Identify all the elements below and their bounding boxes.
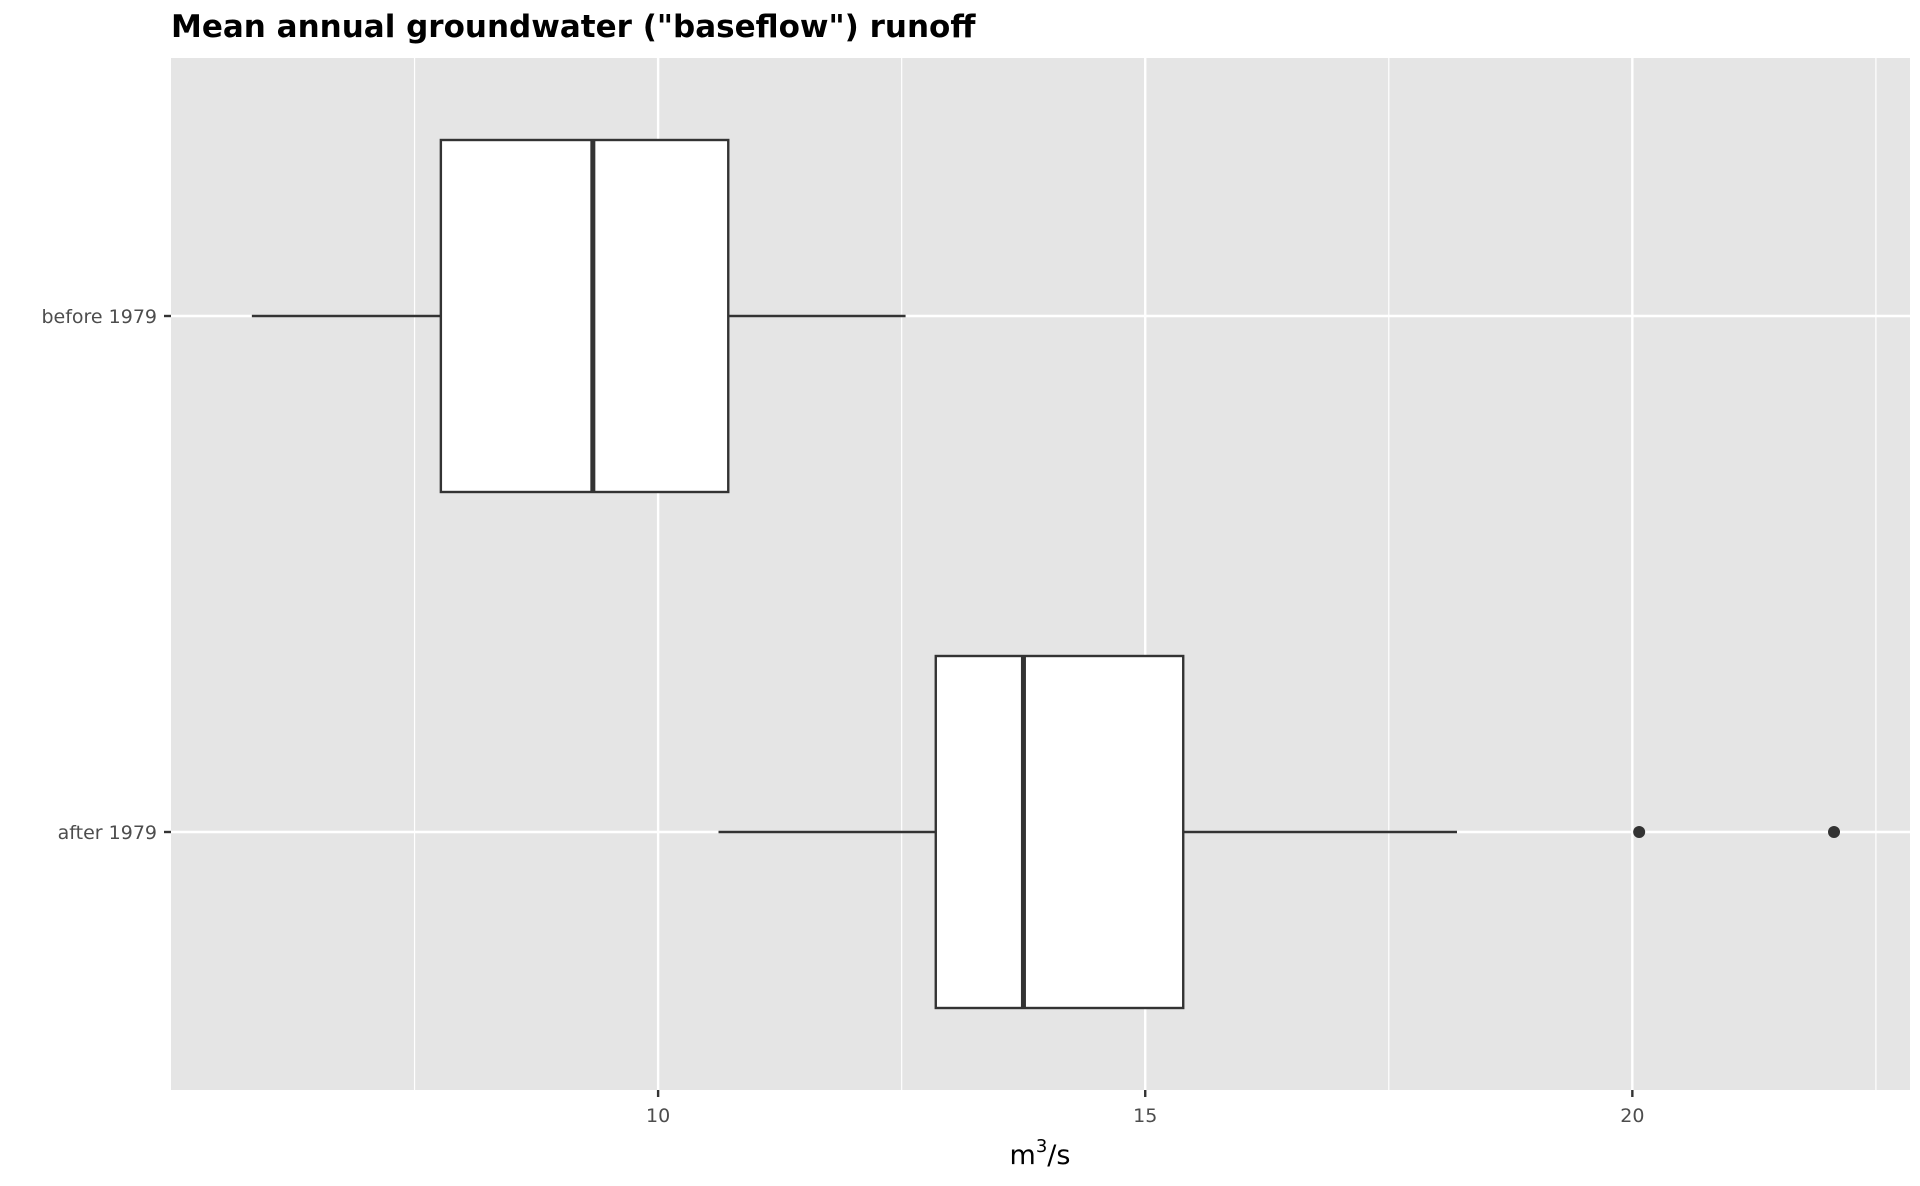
x-axis-title: m3/s	[1010, 1136, 1071, 1171]
x-tick-label: 20	[1620, 1105, 1644, 1127]
outlier-point	[1828, 826, 1841, 838]
box-after-1979	[718, 654, 1841, 1010]
y-tick-label: before 1979	[41, 306, 157, 328]
x-tick-label: 10	[646, 1105, 670, 1127]
x-axis-title-suffix: /s	[1047, 1140, 1070, 1171]
x-axis-title-base: m	[1010, 1140, 1036, 1171]
minor-gridlines	[413, 58, 1877, 1090]
x-axis-title-sup: 3	[1036, 1136, 1047, 1157]
outlier-point	[1633, 826, 1646, 838]
iqr-box	[439, 138, 730, 494]
box-series	[251, 138, 1841, 1010]
x-axis: 10 15 20	[646, 1090, 1644, 1127]
y-tick-label: after 1979	[58, 822, 157, 844]
x-tick-label: 15	[1133, 1105, 1157, 1127]
y-axis: before 1979 after 1979	[41, 306, 171, 844]
chart-title: Mean annual groundwater ("baseflow") run…	[171, 9, 976, 45]
iqr-box	[934, 654, 1185, 1010]
box-before-1979	[251, 138, 906, 494]
